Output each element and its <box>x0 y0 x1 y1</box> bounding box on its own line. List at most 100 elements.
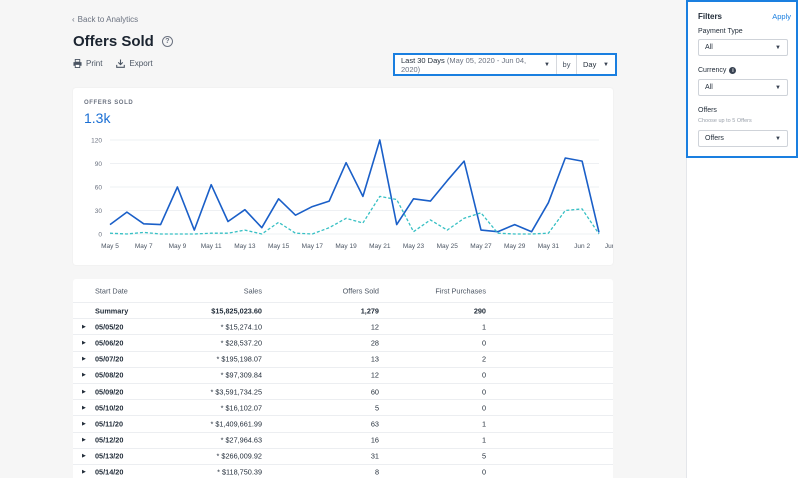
filters-title: Filters <box>698 12 723 21</box>
print-button[interactable]: Print <box>73 59 102 68</box>
expand-arrow-icon[interactable]: ▶ <box>82 356 86 363</box>
y-tick-label: 0 <box>98 232 102 239</box>
caret-down-icon: ▼ <box>775 44 781 51</box>
row-start-date: 05/12/20 <box>95 435 124 445</box>
granularity-value: Day <box>583 60 597 69</box>
table-header-row: Start Date Sales Offers Sold First Purch… <box>73 279 613 303</box>
caret-down-icon: ▼ <box>775 135 781 142</box>
table-row[interactable]: ▶ 05/07/20 * $195,198.07 13 2 <box>73 352 613 368</box>
expand-arrow-icon[interactable]: ▶ <box>82 404 86 411</box>
offers-hint: Choose up to 5 Offers <box>698 118 752 124</box>
row-sales: * $28,537.20 <box>220 338 262 348</box>
row-first-purchases: 0 <box>481 338 486 348</box>
row-sales: * $15,274.10 <box>220 322 262 332</box>
payment-type-label-text: Payment Type <box>698 28 743 35</box>
export-button[interactable]: Export <box>116 59 153 68</box>
header-first-purchases[interactable]: First Purchases <box>435 286 486 295</box>
expand-arrow-icon[interactable]: ▶ <box>82 339 86 346</box>
expand-arrow-icon[interactable]: ▶ <box>82 469 86 476</box>
offers-value: Offers <box>705 135 724 142</box>
back-link-label: Back to Analytics <box>77 15 139 24</box>
table-row[interactable]: ▶ 05/12/20 * $27,964.63 16 1 <box>73 433 613 449</box>
table-row[interactable]: ▶ 05/05/20 * $15,274.10 12 1 <box>73 319 613 336</box>
x-tick-label: May 11 <box>201 243 222 250</box>
row-first-purchases: 0 <box>481 403 486 413</box>
main-content: ‹ Back to Analytics Offers Sold ? Print … <box>72 15 617 478</box>
chevron-left-icon: ‹ <box>72 15 75 24</box>
x-tick-label: May 9 <box>169 243 187 250</box>
offers-label-text: Offers <box>698 107 717 114</box>
row-first-purchases: 1 <box>481 322 486 332</box>
header-sales[interactable]: Sales <box>243 286 262 295</box>
apply-filters-button[interactable]: Apply <box>772 12 791 21</box>
data-table: Start Date Sales Offers Sold First Purch… <box>73 279 613 478</box>
row-first-purchases: 0 <box>481 370 486 380</box>
date-range-control: Last 30 Days (May 05, 2020 - Jun 04, 202… <box>393 53 617 76</box>
table-row[interactable]: ▶ 05/14/20 * $118,750.39 8 0 <box>73 465 613 478</box>
offers-sold-line-chart: 120 90 60 30 0 May 5 May 7 May 9 May 11 May 13 May… <box>91 138 613 251</box>
x-tick-label: May 13 <box>234 243 256 250</box>
header-start-date[interactable]: Start Date <box>95 286 128 295</box>
table-row[interactable]: ▶ 05/08/20 * $97,309.84 12 0 <box>73 368 613 384</box>
row-sales: * $195,198.07 <box>216 354 262 364</box>
x-tick-label: May 23 <box>403 243 425 250</box>
table-row[interactable]: ▶ 05/09/20 * $3,591,734.25 60 0 <box>73 384 613 401</box>
filters-panel: Filters Apply Payment Type All ▼ Currenc… <box>686 0 800 478</box>
currency-select[interactable]: All ▼ <box>698 79 788 96</box>
expand-arrow-icon[interactable]: ▶ <box>82 420 86 427</box>
expand-arrow-icon[interactable]: ▶ <box>82 372 86 379</box>
row-start-date: 05/09/20 <box>95 387 124 397</box>
info-icon[interactable]: i <box>729 67 737 74</box>
row-offers-sold: 12 <box>370 370 379 380</box>
row-start-date: 05/08/20 <box>95 370 124 380</box>
page-title-row: Offers Sold ? <box>73 33 173 50</box>
offers-select[interactable]: Offers ▼ <box>698 130 788 147</box>
row-offers-sold: 60 <box>370 387 379 397</box>
help-icon[interactable]: ? <box>161 36 173 47</box>
row-start-date: 05/06/20 <box>95 338 124 348</box>
granularity-dropdown[interactable]: Day ▼ <box>577 55 615 74</box>
row-sales: * $3,591,734.25 <box>210 387 262 397</box>
download-icon <box>116 59 126 68</box>
y-tick-label: 90 <box>95 161 103 168</box>
x-tick-label: May 7 <box>135 243 153 250</box>
print-label: Print <box>86 59 103 68</box>
x-tick-label: May 15 <box>268 243 290 250</box>
back-link[interactable]: ‹ Back to Analytics <box>72 15 138 24</box>
metric-value: 1.3k <box>84 110 111 126</box>
row-first-purchases: 0 <box>481 387 486 397</box>
caret-down-icon: ▼ <box>775 84 781 91</box>
summary-offers: 1,279 <box>360 306 379 316</box>
x-tick-label: May 25 <box>437 243 459 250</box>
expand-arrow-icon[interactable]: ▶ <box>82 323 86 330</box>
summary-sales: $15,825,023.60 <box>211 306 262 316</box>
date-range-dropdown[interactable]: Last 30 Days (May 05, 2020 - Jun 04, 202… <box>395 55 557 74</box>
row-sales: * $97,309.84 <box>220 370 262 380</box>
expand-arrow-icon[interactable]: ▶ <box>82 388 86 395</box>
row-offers-sold: 28 <box>370 338 379 348</box>
row-offers-sold: 16 <box>370 435 379 445</box>
currency-value: All <box>705 84 713 91</box>
page-title: Offers Sold <box>73 33 154 50</box>
expand-arrow-icon[interactable]: ▶ <box>82 453 86 460</box>
x-tick-label: May 27 <box>470 243 492 250</box>
row-start-date: 05/07/20 <box>95 354 124 364</box>
header-offers-sold[interactable]: Offers Sold <box>342 286 379 295</box>
caret-down-icon: ▼ <box>544 61 550 68</box>
table-row[interactable]: ▶ 05/11/20 * $1,409,661.99 63 1 <box>73 416 613 433</box>
by-label: by <box>557 55 577 74</box>
row-first-purchases: 0 <box>481 467 486 477</box>
table-row[interactable]: ▶ 05/10/20 * $16,102.07 5 0 <box>73 400 613 417</box>
expand-arrow-icon[interactable]: ▶ <box>82 437 86 444</box>
x-tick-label: Jun 2 <box>574 243 590 250</box>
table-row[interactable]: ▶ 05/06/20 * $28,537.20 28 0 <box>73 335 613 352</box>
date-range-dates: (May 05, 2020 - Jun 04, 2020) <box>401 55 527 74</box>
row-first-purchases: 5 <box>481 451 486 461</box>
row-offers-sold: 8 <box>374 467 379 477</box>
table-row[interactable]: ▶ 05/13/20 * $266,009.92 31 5 <box>73 449 613 465</box>
y-tick-label: 60 <box>95 185 103 192</box>
payment-type-value: All <box>705 44 713 51</box>
export-label: Export <box>129 59 153 68</box>
page-actions: Print Export <box>73 59 153 68</box>
payment-type-select[interactable]: All ▼ <box>698 39 788 56</box>
